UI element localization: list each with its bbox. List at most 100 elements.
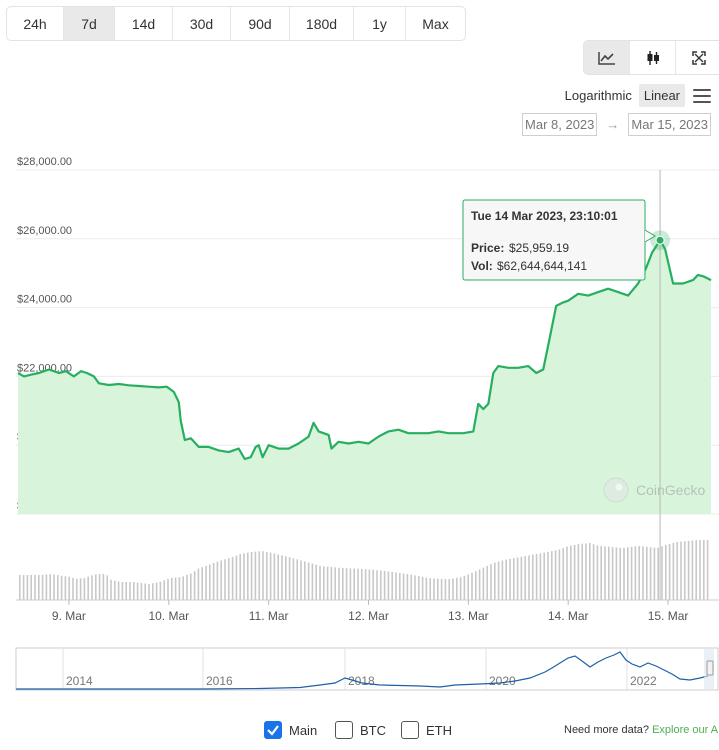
hamburger-menu-icon[interactable] xyxy=(693,88,711,103)
range-tab-1y[interactable]: 1y xyxy=(354,7,406,40)
date-from-input[interactable]: Mar 8, 2023 xyxy=(522,113,598,136)
main-series-toggle[interactable]: Main xyxy=(264,721,317,739)
volume-bar xyxy=(516,557,519,600)
y-tick-label: $24,000.00 xyxy=(17,294,72,306)
volume-bar xyxy=(190,573,192,600)
main-checkbox-label: Main xyxy=(289,722,318,738)
volume-bar xyxy=(634,546,637,600)
btc-series-toggle[interactable]: BTC xyxy=(335,721,386,739)
volume-bar xyxy=(562,548,564,600)
volume-bar xyxy=(76,578,78,600)
tooltip-title: Tue 14 Mar 2023, 23:10:01 xyxy=(471,209,618,223)
volume-bar xyxy=(319,565,321,600)
range-navigator[interactable]: 2014 2016 2018 2020 2022 xyxy=(15,647,719,691)
volume-bar xyxy=(266,551,268,600)
volume-bar xyxy=(608,546,610,600)
volume-bar xyxy=(129,582,131,600)
volume-bar xyxy=(250,552,253,600)
x-tick-label: 15. Mar xyxy=(648,609,689,623)
volume-bar xyxy=(110,579,112,600)
linear-option[interactable]: Linear xyxy=(638,84,685,107)
eth-checkbox[interactable] xyxy=(401,721,419,739)
x-tick-label: 9. Mar xyxy=(52,609,86,623)
volume-bar xyxy=(212,563,215,600)
eth-series-toggle[interactable]: ETH xyxy=(401,721,452,739)
volume-bar xyxy=(285,556,287,600)
volume-bar xyxy=(551,551,553,600)
volume-bar xyxy=(653,547,656,600)
volume-bar xyxy=(467,574,469,600)
volume-bar xyxy=(182,576,184,600)
watermark-text: CoinGecko xyxy=(636,482,705,498)
chart-footer: Main BTC ETH Need more data? Explore our… xyxy=(0,719,719,745)
volume-bar xyxy=(684,541,686,600)
btc-checkbox[interactable] xyxy=(335,721,353,739)
volume-bar xyxy=(558,549,561,600)
x-tick-label: 11. Mar xyxy=(249,609,289,623)
volume-bar xyxy=(456,577,458,600)
volume-bar xyxy=(592,544,595,600)
volume-bar xyxy=(228,558,230,600)
volume-bar xyxy=(79,578,82,600)
volume-bar xyxy=(505,559,507,600)
fullscreen-button[interactable] xyxy=(676,41,719,74)
price-area-fill xyxy=(18,240,711,514)
y-tick-label: $28,000.00 xyxy=(17,156,72,168)
volume-bar xyxy=(45,574,48,600)
volume-bar xyxy=(642,546,644,600)
volume-bar xyxy=(68,576,70,600)
range-tab-180d[interactable]: 180d xyxy=(290,7,354,40)
price-chart[interactable]: $18,000.00$20,000.00$22,000.00$24,000.00… xyxy=(0,0,719,719)
volume-bar xyxy=(676,541,678,600)
y-tick-label: $26,000.00 xyxy=(17,225,72,237)
volume-bar xyxy=(87,576,89,600)
line-chart-button[interactable] xyxy=(584,41,630,74)
volume-bar xyxy=(349,568,352,600)
volume-bar xyxy=(247,552,249,600)
volume-bar xyxy=(357,568,359,600)
volume-bar xyxy=(342,568,344,600)
volume-bar xyxy=(254,551,257,600)
range-tab-90d[interactable]: 90d xyxy=(231,7,290,40)
volume-bar xyxy=(383,570,386,600)
volume-bar xyxy=(281,555,283,600)
navigator-handle[interactable] xyxy=(706,660,714,676)
range-tab-30d[interactable]: 30d xyxy=(173,7,231,40)
volume-bar xyxy=(509,558,511,600)
volume-bar xyxy=(410,574,412,600)
volume-bar xyxy=(668,543,671,600)
volume-bar xyxy=(414,575,416,600)
volume-bar xyxy=(307,562,310,600)
volume-bar xyxy=(421,576,424,600)
volume-bar xyxy=(520,556,523,600)
navigator-year-label: 2014 xyxy=(66,674,93,688)
volume-bar xyxy=(353,568,355,600)
explore-api-link[interactable]: Explore our API xyxy=(652,724,719,736)
volume-bar xyxy=(186,574,188,600)
volume-bar xyxy=(543,552,545,600)
date-to-input[interactable]: Mar 15, 2023 xyxy=(628,113,711,136)
volume-bar xyxy=(64,576,67,600)
volume-bar xyxy=(604,546,606,600)
date-range: Mar 8, 2023 → Mar 15, 2023 xyxy=(522,113,711,136)
volume-bar xyxy=(269,552,272,600)
volume-bar xyxy=(661,546,663,600)
volume-bar xyxy=(209,564,211,600)
range-tab-24h[interactable]: 24h xyxy=(7,7,64,40)
volume-bar xyxy=(444,579,447,600)
volume-bar xyxy=(288,557,291,600)
logarithmic-option[interactable]: Logarithmic xyxy=(564,88,632,103)
main-checkbox[interactable] xyxy=(264,721,282,739)
volume-bar xyxy=(300,560,302,600)
volume-bar xyxy=(478,569,481,600)
candlestick-chart-button[interactable] xyxy=(630,41,676,74)
volume-bar xyxy=(437,578,439,600)
range-tab-max[interactable]: Max xyxy=(422,15,449,32)
volume-bar xyxy=(224,559,226,600)
volume-bar xyxy=(395,572,397,600)
volume-bar xyxy=(364,569,367,600)
range-tab-14d[interactable]: 14d xyxy=(115,7,173,40)
volume-bars xyxy=(19,540,709,600)
range-tab-7d[interactable]: 7d xyxy=(64,7,115,40)
coingecko-watermark: CoinGecko xyxy=(603,477,705,503)
